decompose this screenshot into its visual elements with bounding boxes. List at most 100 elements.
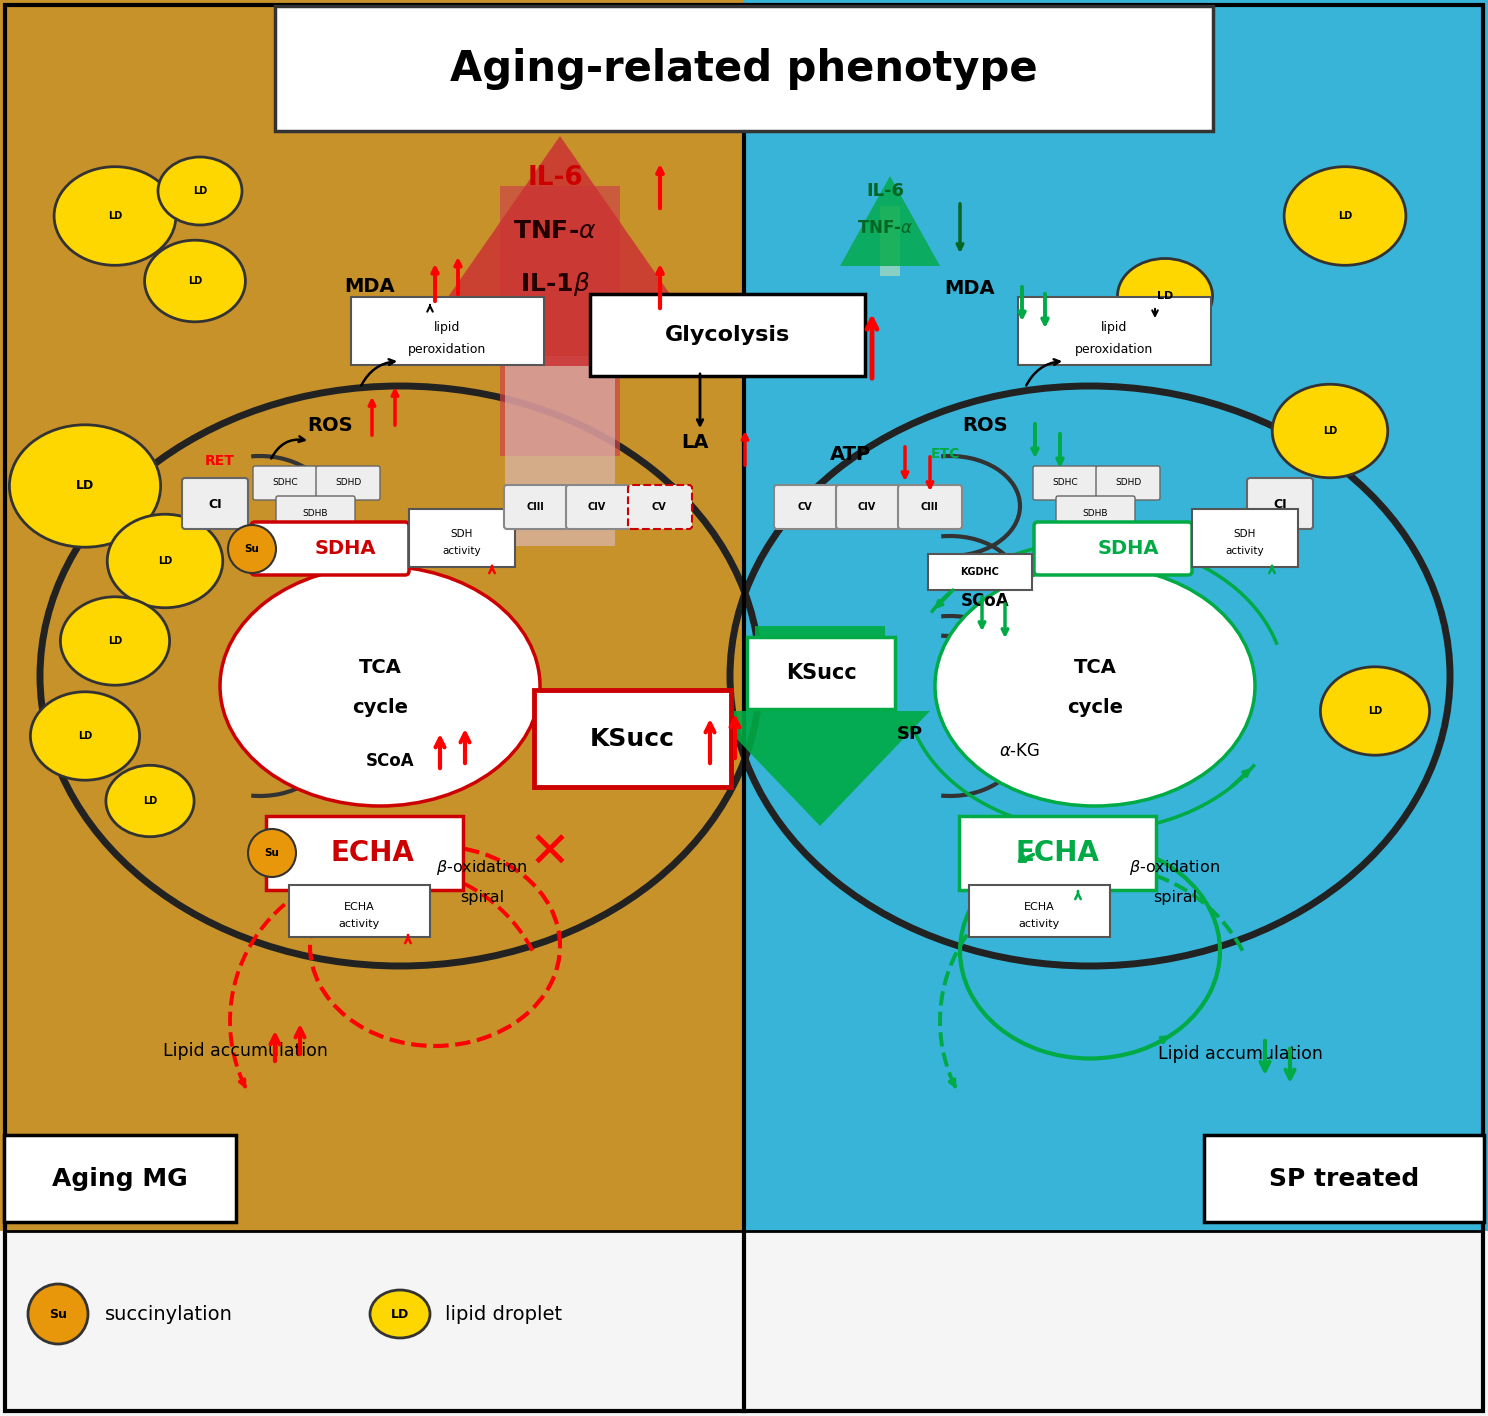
FancyBboxPatch shape bbox=[182, 479, 248, 530]
FancyBboxPatch shape bbox=[534, 690, 731, 787]
FancyBboxPatch shape bbox=[958, 816, 1156, 891]
Text: CIV: CIV bbox=[859, 503, 876, 513]
Text: ROS: ROS bbox=[963, 416, 1007, 436]
FancyBboxPatch shape bbox=[315, 466, 379, 500]
FancyBboxPatch shape bbox=[351, 297, 545, 365]
Text: LD: LD bbox=[77, 731, 92, 741]
Text: SDH: SDH bbox=[451, 530, 473, 539]
Text: activity: activity bbox=[1018, 919, 1059, 929]
Text: ROS: ROS bbox=[307, 416, 353, 436]
Text: CV: CV bbox=[798, 503, 812, 513]
FancyBboxPatch shape bbox=[747, 637, 894, 709]
Polygon shape bbox=[710, 711, 930, 826]
Text: Su: Su bbox=[244, 544, 259, 554]
Text: $\beta$-oxidation: $\beta$-oxidation bbox=[1129, 858, 1220, 878]
Text: LD: LD bbox=[1367, 707, 1382, 716]
Text: MDA: MDA bbox=[345, 276, 396, 296]
Ellipse shape bbox=[144, 241, 246, 321]
Ellipse shape bbox=[30, 692, 140, 780]
FancyBboxPatch shape bbox=[591, 295, 865, 377]
Text: Lipid accumulation: Lipid accumulation bbox=[162, 1042, 327, 1061]
Text: CV: CV bbox=[652, 503, 667, 513]
FancyBboxPatch shape bbox=[836, 486, 900, 530]
FancyBboxPatch shape bbox=[1056, 496, 1135, 530]
Text: lipid: lipid bbox=[1101, 321, 1128, 334]
FancyBboxPatch shape bbox=[1097, 466, 1161, 500]
FancyBboxPatch shape bbox=[409, 508, 515, 566]
Text: TNF-$\alpha$: TNF-$\alpha$ bbox=[513, 219, 597, 244]
Ellipse shape bbox=[106, 765, 193, 837]
FancyBboxPatch shape bbox=[628, 486, 692, 530]
Text: Su: Su bbox=[49, 1307, 67, 1321]
Text: CIV: CIV bbox=[588, 503, 606, 513]
Text: SDHA: SDHA bbox=[1097, 539, 1159, 558]
Text: LD: LD bbox=[158, 556, 173, 566]
Text: LD: LD bbox=[143, 796, 158, 806]
Ellipse shape bbox=[158, 157, 243, 225]
Polygon shape bbox=[400, 136, 720, 365]
Text: ✕: ✕ bbox=[530, 830, 571, 878]
Text: activity: activity bbox=[1226, 547, 1265, 556]
FancyBboxPatch shape bbox=[253, 466, 317, 500]
FancyBboxPatch shape bbox=[774, 486, 838, 530]
Text: CI: CI bbox=[208, 497, 222, 511]
Text: ETC: ETC bbox=[930, 447, 960, 462]
Text: SCoA: SCoA bbox=[961, 592, 1009, 610]
Polygon shape bbox=[744, 0, 1488, 1231]
Text: MDA: MDA bbox=[945, 279, 995, 297]
Text: KGDHC: KGDHC bbox=[961, 566, 1000, 576]
Text: SDHD: SDHD bbox=[335, 479, 362, 487]
Ellipse shape bbox=[1284, 167, 1406, 265]
Text: SDHA: SDHA bbox=[314, 539, 376, 558]
FancyBboxPatch shape bbox=[929, 554, 1033, 590]
FancyBboxPatch shape bbox=[275, 6, 1213, 132]
Ellipse shape bbox=[1272, 384, 1388, 477]
Text: ATP: ATP bbox=[829, 445, 870, 463]
Ellipse shape bbox=[371, 1290, 430, 1338]
Polygon shape bbox=[841, 176, 940, 266]
Ellipse shape bbox=[9, 425, 161, 547]
Text: peroxidation: peroxidation bbox=[1074, 343, 1153, 355]
Text: KSucc: KSucc bbox=[589, 726, 674, 750]
Text: SP: SP bbox=[897, 725, 923, 743]
Text: cycle: cycle bbox=[1067, 698, 1123, 718]
Text: SDHD: SDHD bbox=[1115, 479, 1141, 487]
Text: LA: LA bbox=[682, 433, 708, 453]
Ellipse shape bbox=[107, 514, 223, 607]
FancyBboxPatch shape bbox=[1204, 1136, 1484, 1222]
Text: lipid: lipid bbox=[434, 321, 460, 334]
Text: KSucc: KSucc bbox=[786, 663, 857, 683]
Text: TCA: TCA bbox=[1073, 658, 1116, 677]
Text: activity: activity bbox=[338, 919, 379, 929]
FancyBboxPatch shape bbox=[1192, 508, 1298, 566]
Text: IL-6: IL-6 bbox=[866, 183, 905, 200]
Text: Aging-related phenotype: Aging-related phenotype bbox=[451, 48, 1037, 91]
FancyBboxPatch shape bbox=[969, 885, 1110, 937]
FancyBboxPatch shape bbox=[4, 1136, 237, 1222]
Polygon shape bbox=[500, 185, 620, 456]
Polygon shape bbox=[0, 1231, 1488, 1416]
FancyBboxPatch shape bbox=[1018, 297, 1211, 365]
Text: LD: LD bbox=[193, 185, 207, 195]
Text: SCoA: SCoA bbox=[366, 752, 414, 770]
FancyBboxPatch shape bbox=[1033, 466, 1097, 500]
Text: LD: LD bbox=[107, 211, 122, 221]
FancyBboxPatch shape bbox=[289, 885, 430, 937]
Circle shape bbox=[28, 1284, 88, 1344]
FancyBboxPatch shape bbox=[897, 486, 963, 530]
Ellipse shape bbox=[54, 167, 176, 265]
Text: cycle: cycle bbox=[353, 698, 408, 718]
Text: LD: LD bbox=[391, 1307, 409, 1321]
Text: Lipid accumulation: Lipid accumulation bbox=[1158, 1045, 1323, 1063]
FancyBboxPatch shape bbox=[1247, 479, 1312, 530]
Ellipse shape bbox=[934, 566, 1254, 806]
Text: SDHC: SDHC bbox=[1052, 479, 1077, 487]
FancyBboxPatch shape bbox=[266, 816, 463, 891]
Text: LD: LD bbox=[1323, 426, 1338, 436]
Ellipse shape bbox=[1117, 259, 1213, 334]
FancyBboxPatch shape bbox=[565, 486, 629, 530]
Text: ECHA: ECHA bbox=[1024, 902, 1055, 912]
Text: ECHA: ECHA bbox=[344, 902, 375, 912]
FancyBboxPatch shape bbox=[1034, 523, 1192, 575]
Text: Su: Su bbox=[265, 848, 280, 858]
